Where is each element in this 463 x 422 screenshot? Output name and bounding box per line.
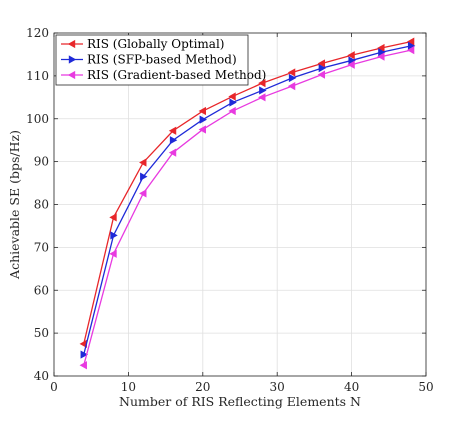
legend-box (55, 34, 249, 86)
data-point (139, 158, 147, 167)
data-point (258, 93, 266, 102)
legend-item: RIS (SFP-based Method) (61, 53, 237, 67)
x-axis-label: Number of RIS Reflecting Elements N (119, 394, 361, 409)
legend-marker (67, 70, 76, 80)
x-tick-label: 10 (121, 380, 136, 394)
data-point (140, 172, 148, 181)
data-point (199, 115, 208, 124)
data-point (198, 125, 206, 134)
data-point (169, 136, 178, 145)
x-tick-label: 50 (418, 380, 433, 394)
legend: RIS (Globally Optimal) RIS (SFP-based Met… (55, 34, 266, 86)
data-point (198, 106, 206, 116)
data-point (317, 70, 326, 79)
y-tick-label: 60 (34, 283, 49, 297)
x-axis-label-text: Number of RIS Reflecting Elements N (119, 394, 361, 409)
y-tick-label: 50 (34, 326, 49, 340)
data-point (110, 231, 118, 240)
x-tick-label: 20 (195, 380, 210, 394)
series-3 (79, 46, 415, 370)
y-tick-label: 110 (26, 69, 49, 83)
legend-marker (67, 39, 76, 49)
data-point (317, 59, 326, 68)
data-point (228, 92, 236, 101)
data-point (347, 51, 355, 60)
data-point (259, 86, 267, 95)
y-tick-label: 90 (34, 155, 49, 169)
y-tick-label: 70 (34, 240, 49, 254)
legend-item: RIS (Gradient-based Method) (61, 68, 266, 82)
series-2 (80, 41, 416, 359)
y-tick-label: 120 (26, 26, 49, 40)
y-tick-label: 80 (34, 198, 49, 212)
data-point (109, 213, 117, 222)
legend-label: RIS (Globally Optimal) (87, 37, 224, 51)
x-tick-label: 30 (270, 380, 285, 394)
data-point (287, 68, 296, 77)
data-point (139, 189, 147, 198)
x-tick-label: 0 (50, 380, 58, 394)
y-tick-label: 40 (34, 369, 49, 383)
y-axis-label: Achievable SE (bps/Hz) (7, 130, 22, 280)
data-point (406, 46, 415, 55)
data-point (168, 126, 177, 135)
data-point (318, 64, 327, 73)
legend-label: RIS (Gradient-based Method) (87, 68, 266, 82)
data-point (229, 98, 237, 107)
series-line (83, 40, 412, 344)
series-line (83, 45, 412, 355)
data-point (80, 350, 88, 359)
data-point (258, 79, 266, 88)
data-point (228, 106, 236, 116)
legend-marker (68, 55, 77, 64)
data-point (79, 361, 87, 370)
data-point (377, 52, 385, 61)
data-point (347, 60, 355, 69)
legend-label: RIS (SFP-based Method) (87, 53, 237, 67)
axis-ticks: 0 10 20 30 40 50 40 50 60 70 80 90 100 110 120 (26, 26, 434, 394)
legend-item: RIS (Globally Optimal) (61, 37, 224, 51)
data-point (287, 82, 296, 91)
data-point (288, 73, 297, 83)
series-line (83, 49, 412, 366)
series-layer (79, 37, 416, 370)
data-point (109, 249, 117, 258)
y-tick-label: 100 (26, 112, 49, 126)
x-tick-label: 40 (344, 380, 359, 394)
data-point (168, 148, 177, 157)
